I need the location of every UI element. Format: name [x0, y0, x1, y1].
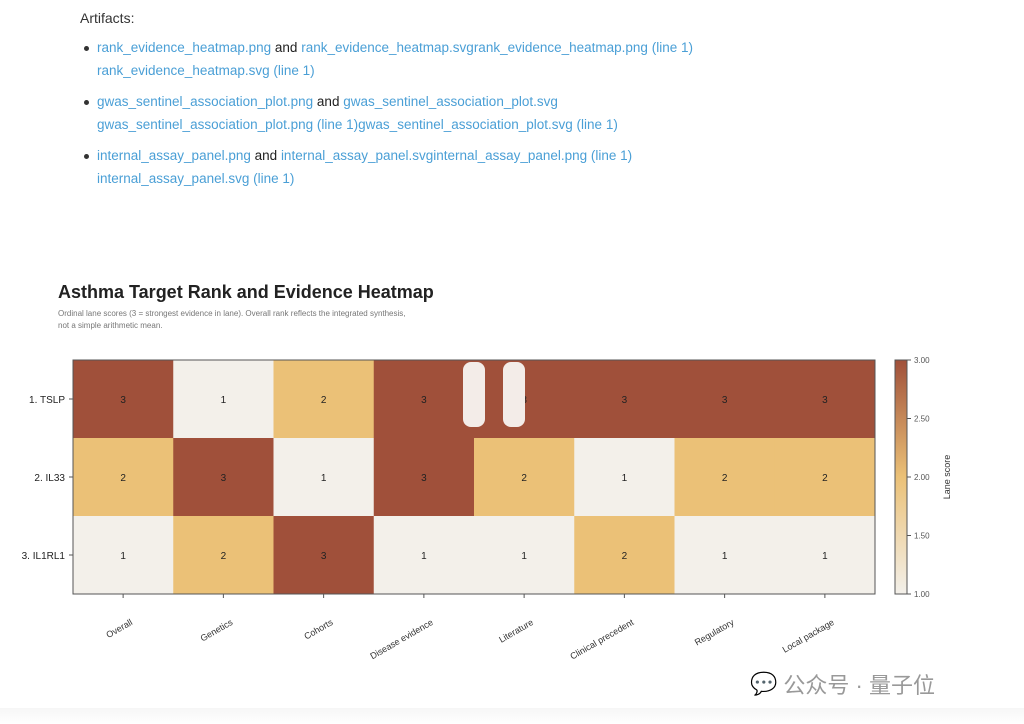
cell-value: 1 [822, 551, 828, 562]
artifact-link[interactable]: internal_assay_panel.png [97, 148, 251, 163]
row-label: 1. TSLP [29, 395, 65, 406]
heatmap-cell [774, 516, 876, 595]
artifact-item: rank_evidence_heatmap.png and rank_evide… [80, 36, 693, 82]
watermark: 💬 公众号 · 量子位 [750, 668, 935, 700]
column-label: Clinical precedent [568, 617, 635, 662]
cell-value: 2 [120, 473, 126, 484]
cell-value: 3 [421, 473, 427, 484]
column-label: Overall [104, 617, 134, 640]
cell-value: 2 [321, 395, 327, 406]
and-text: and [254, 148, 278, 163]
heatmap-cell [273, 360, 375, 439]
heatmap-cell [474, 438, 575, 517]
colorbar [894, 359, 908, 595]
overlay-pill [503, 362, 525, 427]
cell-value: 2 [521, 473, 527, 484]
cell-value: 1 [421, 551, 427, 562]
and-text: and [274, 40, 298, 55]
cell-value: 1 [521, 551, 527, 562]
row-label: 2. IL33 [34, 473, 65, 484]
colorbar-tick-label: 2.00 [914, 473, 930, 482]
heatmap-cell [73, 516, 174, 595]
row-label: 3. IL1RL1 [22, 551, 66, 562]
artifact-link[interactable]: rank_evidence_heatmap.png [97, 40, 272, 55]
cell-value: 1 [722, 551, 728, 562]
cell-value: 1 [622, 473, 628, 484]
watermark-text: 公众号 · 量子位 [783, 673, 935, 698]
heatmap-cell [373, 516, 475, 595]
colorbar-tick-label: 1.00 [914, 590, 930, 599]
colorbar-tick-label: 2.50 [914, 415, 930, 424]
heatmap-cell [73, 438, 174, 517]
cell-value: 1 [321, 473, 327, 484]
column-label: Genetics [199, 617, 235, 644]
heatmap-cell [574, 516, 675, 595]
heatmap-cell [173, 360, 274, 439]
heatmap-cell [73, 360, 174, 439]
and-text: and [316, 94, 340, 109]
cell-value: 1 [221, 395, 227, 406]
cell-value: 3 [722, 395, 728, 406]
heatmap-cell [373, 360, 475, 439]
column-label: Regulatory [693, 617, 736, 648]
heatmap-cell [774, 438, 876, 517]
cell-value: 3 [421, 395, 427, 406]
colorbar-tick-label: 3.00 [914, 356, 930, 365]
cell-value: 1 [120, 551, 126, 562]
artifacts-heading: Artifacts: [80, 10, 135, 26]
chart-subtitle: Ordinal lane scores (3 = strongest evide… [58, 308, 478, 332]
chart-title: Asthma Target Rank and Evidence Heatmap [58, 282, 434, 302]
artifact-link[interactable]: gwas_sentinel_association_plot.svg [343, 94, 558, 109]
cell-value: 2 [221, 551, 227, 562]
column-label: Literature [497, 617, 535, 645]
heatmap-cell [474, 516, 575, 595]
column-label: Disease evidence [368, 617, 435, 661]
heatmap-cell [173, 516, 274, 595]
cell-value: 2 [722, 473, 728, 484]
cell-value: 3 [321, 551, 327, 562]
heatmap-cell [774, 360, 876, 439]
column-label: Local package [781, 617, 836, 655]
artifact-item: gwas_sentinel_association_plot.png and g… [80, 90, 693, 136]
colorbar-tick-label: 1.50 [914, 532, 930, 541]
heatmap-cell [273, 438, 375, 517]
bottom-divider [0, 708, 1024, 724]
heatmap-cell [574, 438, 675, 517]
subtitle-line: not a simple arithmetic mean. [58, 321, 163, 330]
artifact-link[interactable]: rank_evidence_heatmap.svg (line 1) [97, 63, 315, 78]
heatmap-cell [273, 516, 375, 595]
cell-value: 2 [622, 551, 628, 562]
cell-value: 2 [822, 473, 828, 484]
column-label: Cohorts [302, 617, 335, 642]
artifacts-section: Artifacts: rank_evidence_heatmap.png and… [80, 10, 693, 198]
artifact-link[interactable]: gwas_sentinel_association_plot.png (line… [97, 117, 618, 132]
overlay-pill [463, 362, 485, 427]
artifact-item: internal_assay_panel.png and internal_as… [80, 144, 693, 190]
heatmap-cell [373, 438, 475, 517]
heatmap-cell [674, 360, 776, 439]
artifact-link[interactable]: internal_assay_panel.svg (line 1) [97, 171, 295, 186]
artifact-link[interactable]: rank_evidence_heatmap.svgrank_evidence_h… [301, 40, 693, 55]
cell-value: 3 [221, 473, 227, 484]
cell-value: 3 [120, 395, 126, 406]
heatmap-cell [574, 360, 675, 439]
heatmap-cell [173, 438, 274, 517]
artifact-link[interactable]: internal_assay_panel.svginternal_assay_p… [280, 148, 633, 163]
artifact-link[interactable]: gwas_sentinel_association_plot.png [97, 94, 314, 109]
heatmap-cell [674, 438, 776, 517]
heatmap-cell [674, 516, 776, 595]
wechat-icon: 💬 [750, 671, 778, 696]
cell-value: 3 [822, 395, 828, 406]
colorbar-label: Lane score [942, 455, 952, 500]
cell-value: 3 [622, 395, 628, 406]
subtitle-line: Ordinal lane scores (3 = strongest evide… [58, 309, 406, 318]
